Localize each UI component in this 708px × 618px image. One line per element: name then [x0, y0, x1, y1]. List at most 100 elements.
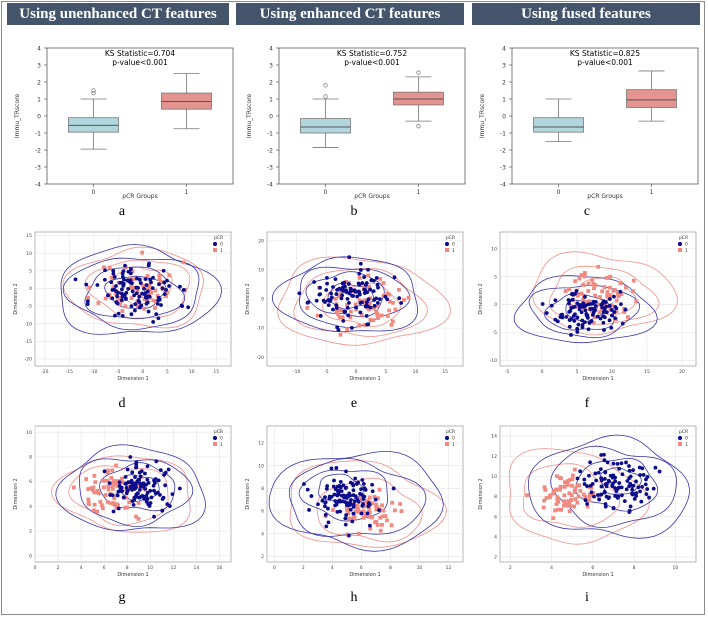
point-pcr1-h-13 — [378, 528, 383, 533]
legend-marker-1-f — [678, 248, 682, 252]
point-pcr0-h-87 — [338, 509, 343, 514]
point-pcr0-g-91 — [137, 488, 142, 492]
y-tick-label-i-0: 2 — [494, 555, 497, 561]
point-pcr0-e-1 — [364, 314, 369, 318]
point-pcr1-g-48 — [111, 501, 116, 506]
x-tick-label-d-3: -5 — [116, 369, 121, 375]
point-pcr0-g-52 — [137, 470, 142, 475]
point-pcr0-h-104 — [346, 494, 350, 499]
y-tick-label-c-8: 4 — [502, 46, 506, 53]
point-pcr0-d-15 — [146, 309, 151, 314]
point-pcr0-d-31 — [137, 294, 142, 299]
point-pcr0-g-57 — [119, 489, 124, 494]
point-pcr1-i-30 — [585, 504, 590, 509]
point-pcr0-e-66 — [345, 296, 350, 301]
point-pcr0-d-102 — [142, 292, 147, 297]
y-tick-label-a-8: 4 — [37, 46, 41, 53]
point-pcr1-d-15 — [167, 273, 172, 278]
point-pcr1-h-26 — [377, 487, 382, 492]
point-pcr1-f-53 — [602, 303, 606, 308]
point-pcr1-d-41 — [146, 285, 151, 289]
point-pcr0-i-81 — [638, 489, 642, 494]
x-tick-label-d-6: 10 — [189, 369, 195, 375]
point-pcr0-h-14 — [343, 522, 348, 527]
legend-label-1-g: 1 — [220, 442, 223, 448]
point-pcr0-e-74 — [348, 286, 353, 291]
point-pcr0-d-108 — [119, 280, 124, 285]
point-pcr1-e-40 — [375, 304, 380, 309]
point-pcr1-g-41 — [91, 485, 96, 490]
point-pcr0-f-100 — [569, 317, 574, 321]
point-pcr1-e-63 — [375, 311, 379, 316]
point-pcr1-h-11 — [393, 508, 397, 513]
point-pcr0-e-5 — [346, 282, 351, 286]
density-contour-pcr0-h-1 — [288, 457, 427, 537]
point-pcr0-d-78 — [113, 313, 117, 318]
point-pcr1-d-17 — [120, 309, 125, 313]
point-pcr1-e-36 — [349, 309, 353, 314]
panel-d: -20 -15 -10 -5 0 5 10 15 -20 -15 -10 -5 0 5 10 15 Dimens… — [5, 228, 239, 388]
point-pcr1-e-41 — [390, 319, 395, 324]
point-pcr0-d-8 — [129, 267, 133, 272]
point-pcr0-g-76 — [146, 480, 151, 485]
p-value-b: p-value<0.001 — [344, 58, 400, 67]
x-tick-label-h-1: 2 — [302, 565, 305, 571]
point-pcr0-d-107 — [110, 288, 115, 292]
point-pcr0-d-98 — [137, 300, 142, 305]
point-pcr1-d-0 — [130, 269, 135, 274]
point-pcr1-e-69 — [371, 318, 376, 323]
point-pcr1-d-10 — [157, 277, 162, 282]
x-tick-label-b-1: 1 — [417, 189, 421, 196]
point-pcr0-g-29 — [125, 467, 130, 472]
panel-letter-a: a — [118, 204, 126, 219]
point-pcr1-g-55 — [135, 484, 140, 488]
y-tick-label-b-4: 0 — [269, 114, 273, 121]
point-pcr0-e-50 — [366, 297, 371, 302]
point-pcr1-d-31 — [154, 299, 158, 304]
point-pcr1-f-24 — [614, 298, 619, 303]
point-pcr0-f-8 — [579, 310, 584, 315]
point-pcr0-e-38 — [357, 292, 362, 297]
point-pcr0-f-63 — [609, 326, 614, 330]
point-pcr0-f-78 — [618, 289, 623, 294]
point-pcr0-g-77 — [151, 483, 156, 488]
point-pcr0-d-93 — [120, 271, 125, 276]
point-pcr0-e-17 — [374, 276, 379, 280]
point-pcr0-h-73 — [331, 484, 336, 489]
point-pcr1-g-52 — [119, 476, 124, 481]
point-pcr0-h-25 — [351, 493, 356, 498]
y-axis-label-b: Immu_TRscore — [246, 94, 253, 139]
point-pcr1-e-30 — [334, 309, 339, 314]
density-contour-pcr0-g-2 — [99, 462, 176, 512]
header-unenhanced: Using unenhanced CT features — [7, 3, 229, 25]
point-pcr0-f-88 — [555, 319, 560, 324]
point-pcr1-e-55 — [340, 308, 345, 313]
point-pcr1-h-52 — [354, 509, 358, 514]
point-pcr0-i-45 — [595, 493, 600, 497]
point-pcr0-i-107 — [603, 482, 608, 487]
point-pcr1-f-2 — [593, 283, 598, 287]
x-axis-label-e: Dimension 1 — [349, 376, 380, 382]
point-pcr1-h-37 — [350, 516, 355, 521]
point-pcr0-g-78 — [129, 486, 133, 491]
y-tick-label-i-1: 4 — [494, 534, 497, 540]
point-pcr0-e-21 — [314, 298, 319, 303]
point-pcr0-e-98 — [351, 294, 356, 298]
point-pcr0-e-70 — [306, 300, 311, 305]
x-tick-label-e-3: 5 — [384, 369, 387, 375]
point-pcr1-f-51 — [597, 302, 602, 307]
point-pcr1-h-41 — [367, 510, 372, 515]
point-pcr0-d-89 — [149, 280, 153, 285]
x-tick-label-d-4: 0 — [141, 369, 144, 375]
point-pcr0-g-99 — [143, 486, 148, 491]
point-pcr0-f-109 — [559, 312, 564, 317]
point-pcr0-g-37 — [152, 514, 156, 519]
density-contour-pcr0-f-2 — [543, 292, 615, 331]
y-tick-label-g-0: 0 — [29, 553, 32, 559]
point-pcr0-i-87 — [624, 460, 628, 465]
point-pcr1-g-63 — [110, 468, 115, 473]
point-pcr1-i-45 — [551, 491, 556, 496]
point-pcr0-i-80 — [605, 460, 610, 465]
legend-marker-0-e — [444, 241, 450, 247]
y-tick-label-a-2: -2 — [35, 148, 41, 155]
